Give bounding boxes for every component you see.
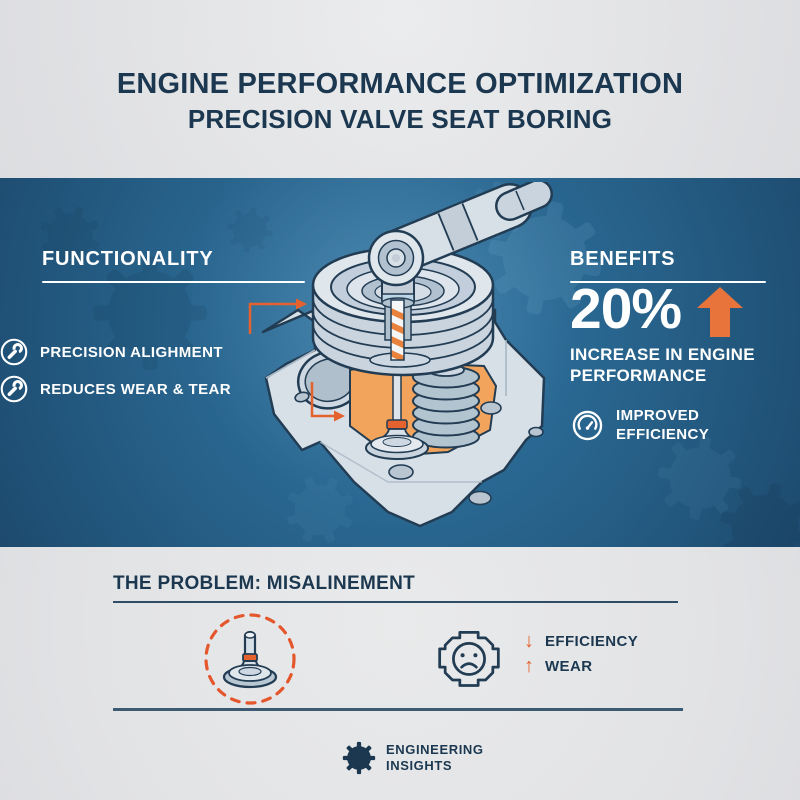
page-subtitle: PRECISION VALVE SEAT BORING [187,104,613,134]
valve-seat-boring-cutaway-illustration [248,182,553,528]
main-infographic-band: FUNCTIONALITY PRECISION ALIGHMENT REDUCE… [0,178,800,547]
up-arrow-icon [697,287,744,337]
misaligned-valve-icon [204,613,296,705]
functionality-underline [42,281,305,283]
functionality-section: FUNCTIONALITY [42,248,305,283]
footer-divider [113,708,683,711]
indicator-row: ↓ EFFICIENCY [521,629,638,654]
indicator-label: EFFICIENCY [545,633,639,650]
page-title: ENGINE PERFORMANCE OPTIMIZATION [116,68,684,100]
benefits-section: BENEFITS 20% INCREASE IN ENGINE PERFORMA… [570,248,780,443]
feature-item: PRECISION ALIGHMENT [0,338,223,366]
problem-underline [113,601,678,603]
up-arrow-icon: ↑ [524,655,534,677]
header: ENGINE PERFORMANCE OPTIMIZATION PRECISIO… [0,0,800,178]
callout-arrow-top [248,302,296,334]
indicator-label: WEAR [545,658,593,675]
indicator-row: ↑ WEAR [521,654,638,679]
benefits-heading: BENEFITS [570,248,676,270]
secondary-benefit-line2: EFFICIENCY [616,426,710,443]
sad-engine-icon [438,630,500,687]
stat-value: 20% [570,277,682,341]
problem-section: THE PROBLEM: MISALINEMENT ↓ EFFICIENCY ↑… [0,547,800,800]
feature-label: PRECISION ALIGHMENT [40,343,223,361]
problem-indicators: ↓ EFFICIENCY ↑ WEAR [521,629,638,679]
secondary-benefit-line1: IMPROVED [616,407,700,424]
gear-logo-icon [342,741,376,775]
gauge-icon [572,410,603,440]
functionality-heading: FUNCTIONALITY [42,248,214,270]
stat-caption-line1: INCREASE IN ENGINE [570,345,755,364]
brand-line1: ENGINEERING [386,742,484,757]
brand-footer: ENGINEERING INSIGHTS [342,741,484,775]
wrench-icon [0,338,28,366]
wrench-icon [0,375,28,403]
down-arrow-icon: ↓ [524,630,534,652]
stat-caption-line2: PERFORMANCE [570,366,707,385]
callout-arrow-bottom [310,382,334,418]
feature-label: REDUCES WEAR & TEAR [40,380,231,398]
feature-item: REDUCES WEAR & TEAR [0,375,231,403]
problem-heading: THE PROBLEM: MISALINEMENT [113,573,415,594]
brand-line2: INSIGHTS [386,758,453,773]
secondary-benefit: IMPROVED EFFICIENCY [572,406,709,444]
benefits-underline [570,281,766,283]
